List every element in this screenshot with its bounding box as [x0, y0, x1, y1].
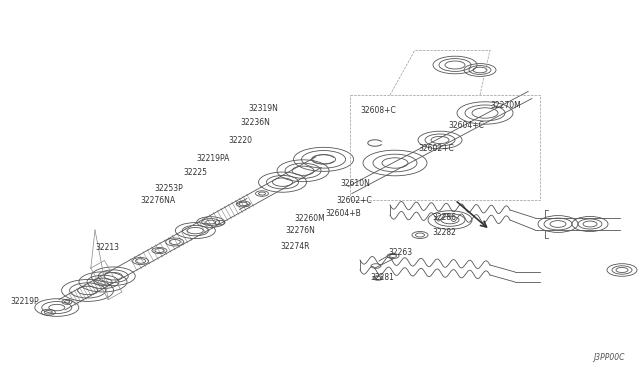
Text: 32286: 32286	[432, 212, 456, 221]
Text: 32281: 32281	[370, 273, 394, 282]
Text: 32276N: 32276N	[285, 225, 315, 234]
Text: 32213: 32213	[95, 243, 119, 251]
Text: 32263: 32263	[388, 247, 412, 257]
Text: 32608+C: 32608+C	[360, 106, 396, 115]
Text: 32604+B: 32604+B	[325, 208, 361, 218]
Text: 32602+C: 32602+C	[336, 196, 372, 205]
Text: 32225: 32225	[183, 167, 207, 176]
Text: 32220: 32220	[228, 135, 252, 144]
Text: 32236N: 32236N	[240, 118, 270, 126]
Text: 32274R: 32274R	[280, 241, 310, 250]
Text: 32282: 32282	[432, 228, 456, 237]
Text: 32253P: 32253P	[154, 183, 183, 192]
Text: 32319N: 32319N	[248, 103, 278, 112]
Text: 32276NA: 32276NA	[140, 196, 175, 205]
Text: 32260M: 32260M	[294, 214, 324, 222]
Text: 32610N: 32610N	[340, 179, 370, 187]
Text: 32270M: 32270M	[490, 100, 521, 109]
Text: 32604+C: 32604+C	[448, 121, 484, 129]
Text: J3PP00C: J3PP00C	[593, 353, 625, 362]
Text: 32219P: 32219P	[10, 298, 38, 307]
Text: 32219PA: 32219PA	[196, 154, 229, 163]
Text: 32602+C: 32602+C	[418, 144, 454, 153]
